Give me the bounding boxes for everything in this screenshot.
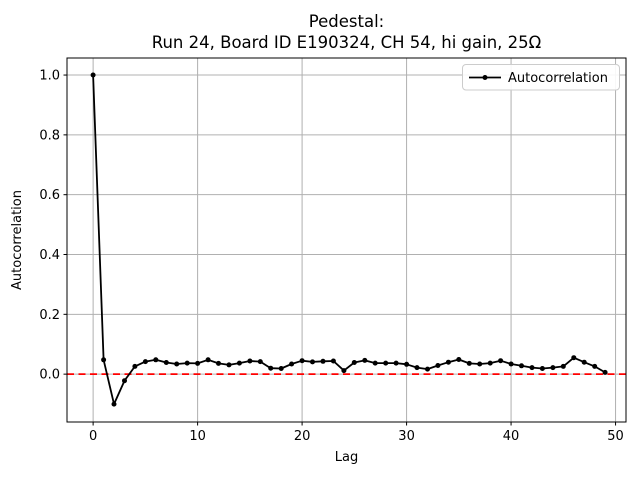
data-point (310, 359, 315, 365)
data-point (362, 357, 368, 363)
data-point (425, 366, 430, 372)
data-point (560, 363, 566, 369)
data-point (435, 363, 441, 368)
y-tick-label: 0.8 (39, 128, 60, 143)
data-point (414, 365, 420, 371)
data-point (330, 358, 336, 364)
data-point (456, 357, 462, 362)
x-tick-label: 20 (294, 429, 311, 444)
legend: Autocorrelation (462, 64, 620, 91)
data-point (111, 401, 117, 407)
data-point (592, 363, 598, 369)
x-tick-label: 0 (89, 429, 97, 444)
data-point (445, 359, 451, 365)
data-point (153, 357, 159, 363)
data-point (142, 359, 148, 365)
data-point (571, 355, 577, 361)
data-point (550, 365, 556, 371)
autocorrelation-series (90, 72, 608, 407)
data-point (216, 360, 221, 366)
y-tick-label: 0.4 (39, 248, 60, 263)
data-point (581, 359, 587, 365)
legend-sample-marker (482, 75, 488, 80)
data-point (508, 361, 514, 367)
y-tick-label: 0.2 (39, 308, 60, 323)
chart-title-line2: Run 24, Board ID E190324, CH 54, hi gain… (152, 33, 542, 52)
data-point (184, 360, 190, 366)
data-point (278, 366, 284, 371)
data-point (257, 359, 263, 365)
data-point (393, 360, 399, 366)
x-tick-label: 50 (607, 429, 624, 444)
data-point (529, 365, 535, 371)
data-point (487, 360, 493, 366)
data-point (498, 358, 504, 364)
data-point (372, 360, 378, 366)
x-tick-label: 40 (503, 429, 520, 444)
data-point (268, 365, 274, 371)
data-point (247, 358, 253, 364)
x-axis: 0 10 20 30 40 50 (89, 422, 624, 444)
data-point (122, 378, 127, 384)
data-point (466, 360, 472, 366)
x-axis-label: Lag (335, 450, 358, 465)
x-tick-label: 10 (189, 429, 206, 444)
legend-label: Autocorrelation (508, 71, 608, 86)
data-point (289, 361, 295, 367)
data-point (341, 368, 347, 374)
data-point (383, 360, 389, 366)
data-point (205, 357, 211, 363)
data-point (90, 72, 96, 78)
data-point (163, 360, 169, 365)
chart-title-line1: Pedestal: (309, 12, 384, 31)
data-point (404, 361, 410, 367)
x-tick-label: 30 (398, 429, 415, 444)
data-point (236, 360, 242, 366)
data-point (299, 358, 305, 364)
data-point (101, 357, 107, 363)
y-tick-label: 1.0 (39, 69, 60, 84)
y-axis: 0.0 0.2 0.4 0.6 0.8 1.0 (39, 69, 67, 383)
data-point (519, 363, 524, 369)
y-axis-label: Autocorrelation (10, 190, 25, 290)
grid (67, 58, 626, 422)
data-point (132, 363, 138, 369)
legend-box (462, 64, 620, 91)
data-point (195, 360, 201, 366)
data-point (602, 369, 608, 375)
data-point (174, 361, 180, 367)
data-point (320, 358, 326, 364)
data-point (477, 361, 483, 367)
y-tick-label: 0.0 (39, 368, 60, 383)
data-point (351, 360, 357, 365)
y-tick-label: 0.6 (39, 188, 60, 203)
axes-frame (66, 57, 627, 423)
data-point (539, 366, 545, 371)
data-point (226, 362, 232, 368)
